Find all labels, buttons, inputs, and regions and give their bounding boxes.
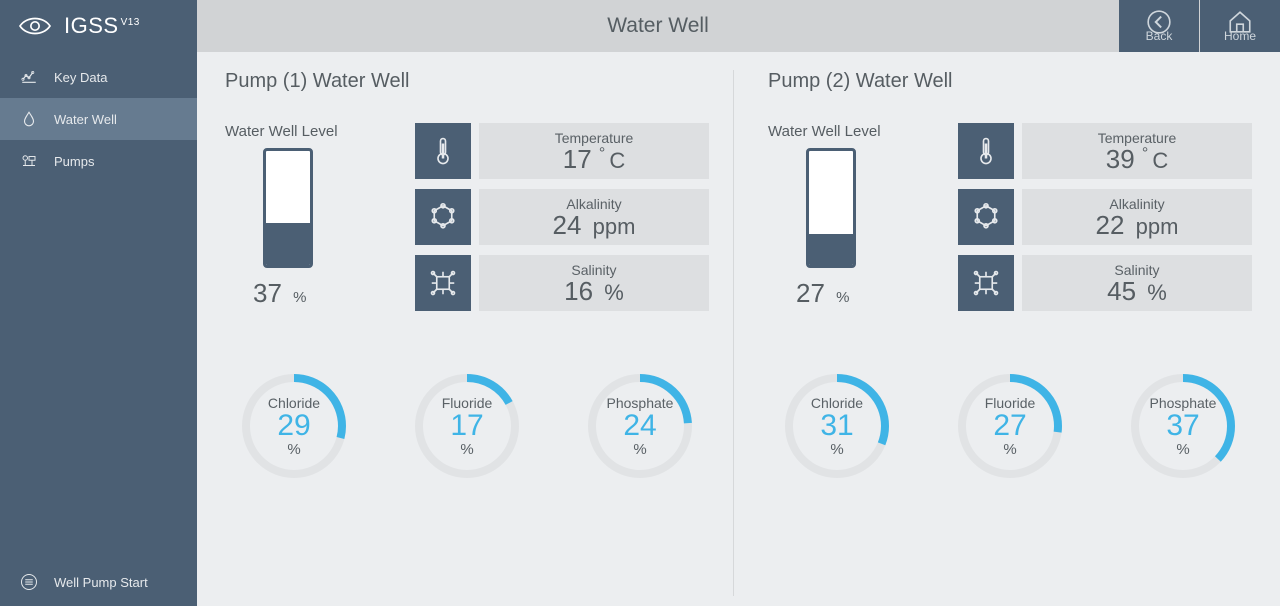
gauge-unit: % <box>460 441 473 458</box>
metric-value: 39 °C <box>1106 146 1168 172</box>
sidebar-item-water-well[interactable]: Water Well <box>0 98 197 140</box>
gauge-value: 17 <box>450 411 483 441</box>
sidebar-item-label: Pumps <box>54 154 94 169</box>
metric-temperature: Temperature17 °C <box>415 123 709 179</box>
metric-value: 17 °C <box>563 146 625 172</box>
sidebar-bottom-label: Well Pump Start <box>54 575 148 590</box>
gauge-unit: % <box>1003 441 1016 458</box>
gauge-unit: % <box>830 441 843 458</box>
well-label: Water Well Level <box>768 123 958 140</box>
metric-box: Temperature17 °C <box>479 123 709 179</box>
well-label: Water Well Level <box>225 123 415 140</box>
tank-icon <box>263 148 313 268</box>
gauge-value: 27 <box>993 411 1026 441</box>
metric-value: 45 % <box>1107 278 1167 304</box>
pump-panel-2: Pump (2) Water Well Water Well Level 27 % T… <box>733 70 1260 596</box>
page-title: Water Well <box>197 14 1119 38</box>
tank-icon <box>806 148 856 268</box>
metric-box: Salinity45 % <box>1022 255 1252 311</box>
crystal-icon <box>415 255 471 311</box>
pump-title: Pump (1) Water Well <box>225 70 709 93</box>
well-pump-start-button[interactable]: Well Pump Start <box>0 558 197 606</box>
gauge-unit: % <box>287 441 300 458</box>
gauge-phosphate: Phosphate24% <box>575 371 705 481</box>
app-logo: IGSSV13 <box>0 0 197 52</box>
back-label: Back <box>1146 29 1173 43</box>
gauge-fluoride: Fluoride27% <box>945 371 1075 481</box>
metric-alkalinity: Alkalinity24 ppm <box>415 189 709 245</box>
main-content: Pump (1) Water Well Water Well Level 37 % T… <box>197 52 1280 606</box>
metric-box: Temperature39 °C <box>1022 123 1252 179</box>
molecule-icon <box>415 189 471 245</box>
gauge-value: 29 <box>277 411 310 441</box>
gauge-unit: % <box>633 441 646 458</box>
well-level: Water Well Level 37 % <box>225 123 415 321</box>
sidebar-item-pumps[interactable]: Pumps <box>0 140 197 182</box>
home-button[interactable]: Home <box>1200 0 1280 52</box>
menu-icon <box>20 573 38 591</box>
gauge-unit: % <box>1176 441 1189 458</box>
molecule-icon <box>958 189 1014 245</box>
gauge-chloride: Chloride31% <box>772 371 902 481</box>
metric-temperature: Temperature39 °C <box>958 123 1252 179</box>
home-label: Home <box>1224 29 1256 43</box>
sidebar: Key Data Water Well Pumps Well Pump Start <box>0 52 197 606</box>
sidebar-item-label: Key Data <box>54 70 107 85</box>
crystal-icon <box>958 255 1014 311</box>
metric-box: Salinity16 % <box>479 255 709 311</box>
thermometer-icon <box>415 123 471 179</box>
gauge-chloride: Chloride29% <box>229 371 359 481</box>
well-level: Water Well Level 27 % <box>768 123 958 321</box>
metric-box: Alkalinity22 ppm <box>1022 189 1252 245</box>
well-percent: 37 % <box>253 278 415 309</box>
well-percent: 27 % <box>796 278 958 309</box>
metric-salinity: Salinity45 % <box>958 255 1252 311</box>
gauge-value: 37 <box>1166 411 1199 441</box>
pump-panel-1: Pump (1) Water Well Water Well Level 37 % T… <box>225 70 733 596</box>
sidebar-item-label: Water Well <box>54 112 117 127</box>
metric-value: 16 % <box>564 278 624 304</box>
thermometer-icon <box>958 123 1014 179</box>
eye-icon <box>18 16 52 36</box>
header: IGSSV13 Water Well Back Home <box>0 0 1280 52</box>
metric-value: 24 ppm <box>553 212 636 238</box>
gauge-value: 24 <box>623 411 656 441</box>
pump-title: Pump (2) Water Well <box>768 70 1252 93</box>
gauge-value: 31 <box>820 411 853 441</box>
sidebar-item-key-data[interactable]: Key Data <box>0 56 197 98</box>
metric-box: Alkalinity24 ppm <box>479 189 709 245</box>
metric-salinity: Salinity16 % <box>415 255 709 311</box>
gauge-phosphate: Phosphate37% <box>1118 371 1248 481</box>
app-name: IGSSV13 <box>64 13 140 39</box>
gauge-fluoride: Fluoride17% <box>402 371 532 481</box>
metric-alkalinity: Alkalinity22 ppm <box>958 189 1252 245</box>
back-button[interactable]: Back <box>1119 0 1199 52</box>
metric-value: 22 ppm <box>1096 212 1179 238</box>
